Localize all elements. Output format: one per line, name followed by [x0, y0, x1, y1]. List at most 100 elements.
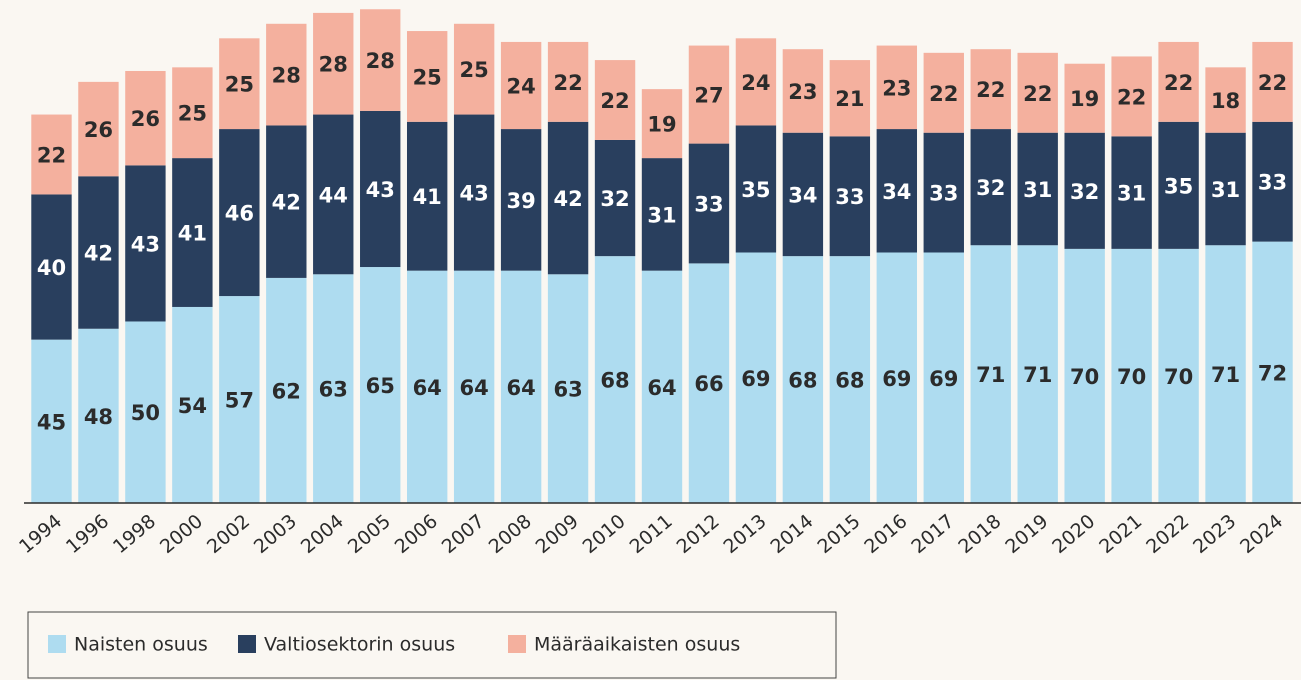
value-label: 26 — [84, 118, 113, 142]
value-label: 68 — [835, 369, 864, 393]
legend-swatch — [508, 635, 526, 653]
x-tick-label: 2010 — [579, 510, 630, 558]
legend-swatch — [48, 635, 66, 653]
bar-segment — [1205, 245, 1246, 503]
x-tick-label: 2021 — [1095, 510, 1146, 558]
value-label: 25 — [460, 58, 489, 82]
bar-segment — [688, 143, 730, 264]
bar-segment — [172, 67, 213, 159]
bar-segment — [172, 158, 213, 307]
value-label: 70 — [1164, 365, 1193, 389]
value-label: 22 — [1164, 71, 1193, 95]
value-label: 35 — [741, 178, 770, 202]
value-label: 22 — [929, 82, 958, 106]
x-tick-label: 2007 — [438, 510, 489, 558]
x-tick-label: 2006 — [391, 510, 442, 558]
value-label: 44 — [319, 183, 348, 207]
bar-segment — [782, 49, 824, 133]
bar-segment — [547, 274, 589, 503]
value-label: 19 — [1070, 87, 1099, 111]
bar-segment — [1111, 56, 1152, 137]
x-tick-label: 2017 — [907, 510, 958, 558]
value-label: 22 — [553, 71, 582, 95]
value-label: 41 — [178, 222, 207, 246]
x-tick-label: 2014 — [766, 510, 817, 558]
value-label: 23 — [788, 80, 817, 104]
legend-swatch — [238, 635, 256, 653]
value-label: 48 — [84, 405, 113, 429]
x-tick-label: 2023 — [1189, 510, 1240, 558]
value-label: 28 — [319, 53, 348, 77]
value-label: 71 — [1023, 363, 1052, 387]
bar-segment — [1064, 132, 1105, 249]
bar-segment — [735, 252, 777, 503]
bar-segment — [594, 256, 636, 503]
value-label: 43 — [460, 182, 489, 206]
bar-segment — [500, 129, 542, 271]
value-label: 32 — [600, 187, 629, 211]
value-label: 33 — [929, 182, 958, 206]
bar-segment — [453, 23, 495, 115]
x-tick-label: 2012 — [673, 510, 724, 558]
bar-segment — [406, 121, 448, 271]
bar-segment — [735, 125, 777, 253]
bar-segment — [1064, 63, 1105, 133]
value-label: 31 — [1117, 182, 1146, 206]
x-tick-label: 2008 — [485, 510, 536, 558]
bar-segment — [641, 270, 683, 503]
bar-segment — [1158, 41, 1199, 122]
bar-segment — [829, 60, 871, 137]
value-label: 68 — [788, 369, 817, 393]
value-label: 27 — [694, 84, 723, 108]
value-label: 40 — [37, 256, 66, 280]
bar-segment — [78, 328, 119, 503]
value-label: 62 — [272, 379, 301, 403]
x-tick-label: 2013 — [719, 510, 770, 558]
value-label: 63 — [319, 378, 348, 402]
value-label: 63 — [553, 378, 582, 402]
value-label: 26 — [131, 107, 160, 131]
x-tick-label: 2000 — [156, 510, 207, 558]
bar-segment — [923, 132, 964, 253]
x-tick-label: 2003 — [250, 510, 301, 558]
value-label: 33 — [835, 185, 864, 209]
x-tick-label: 1994 — [15, 510, 66, 558]
value-label: 65 — [366, 374, 395, 398]
bar-segment — [406, 270, 448, 503]
value-label: 25 — [413, 65, 442, 89]
value-label: 25 — [178, 102, 207, 126]
value-label: 28 — [366, 49, 395, 73]
value-label: 57 — [225, 389, 254, 413]
bar-segment — [500, 270, 542, 503]
value-label: 32 — [976, 176, 1005, 200]
bar-segment — [829, 256, 871, 503]
bar-segment — [1252, 241, 1293, 503]
value-label: 70 — [1070, 365, 1099, 389]
bar-segment — [829, 136, 871, 257]
value-label: 42 — [272, 191, 301, 215]
x-tick-label: 2022 — [1142, 510, 1193, 558]
legend-label: Naisten osuus — [74, 634, 208, 656]
bar-segment — [1064, 248, 1105, 503]
bar-segment — [688, 263, 730, 503]
bar-segment — [31, 194, 72, 340]
value-label: 46 — [225, 202, 254, 226]
value-label: 41 — [413, 185, 442, 209]
value-label: 33 — [694, 192, 723, 216]
bar-segment — [266, 125, 307, 278]
value-label: 70 — [1117, 365, 1146, 389]
bar-segment — [641, 158, 683, 271]
x-tick-label: 2016 — [860, 510, 911, 558]
value-label: 22 — [600, 89, 629, 113]
x-tick-label: 1998 — [109, 510, 160, 558]
value-label: 24 — [741, 71, 770, 95]
bar-segment — [547, 121, 589, 275]
bar-segment — [453, 270, 495, 503]
bar-segment — [360, 267, 401, 503]
value-label: 22 — [1258, 71, 1287, 95]
value-label: 18 — [1211, 89, 1240, 113]
bar-segment — [735, 38, 777, 126]
bar-segment — [125, 165, 166, 322]
bar-segment — [1111, 248, 1152, 503]
value-label: 64 — [413, 376, 442, 400]
